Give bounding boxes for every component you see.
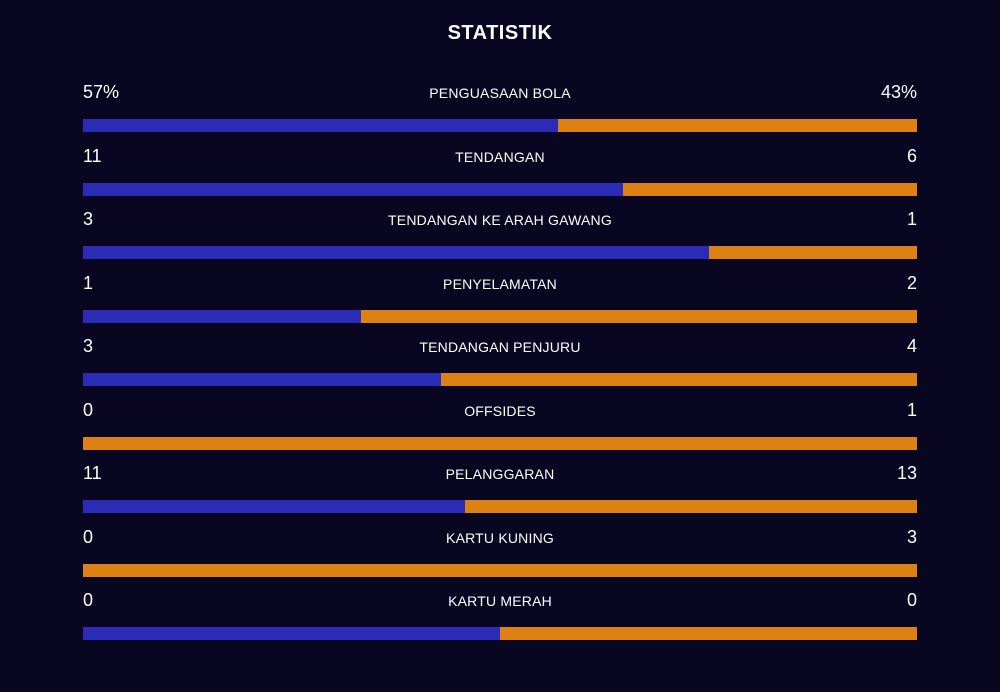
away-value: 4 <box>906 336 917 356</box>
stat-row-saves: 1 PENYELAMATAN 2 <box>83 271 917 335</box>
stat-label: TENDANGAN <box>455 148 545 165</box>
comparison-bar <box>83 436 917 450</box>
home-bar-segment <box>83 309 361 323</box>
home-value: 57% <box>83 82 120 102</box>
away-bar-segment <box>622 182 917 196</box>
stat-row-red-cards: 0 KARTU MERAH 0 <box>83 588 917 652</box>
home-value: 0 <box>83 526 94 547</box>
comparison-bar <box>83 119 917 132</box>
comparison-bar <box>83 182 917 196</box>
away-value: 0 <box>906 590 917 610</box>
home-bar-segment <box>83 373 441 386</box>
home-value: 3 <box>83 336 94 356</box>
home-value: 0 <box>83 590 94 610</box>
home-value: 1 <box>83 272 94 293</box>
away-bar-segment <box>360 309 917 323</box>
home-bar-segment <box>83 627 500 640</box>
stat-row-shots: 11 TENDANGAN 6 <box>83 144 917 208</box>
away-bar-segment <box>83 563 917 577</box>
away-bar-segment <box>708 246 917 259</box>
away-value: 43% <box>880 82 917 102</box>
away-value: 3 <box>906 526 917 547</box>
comparison-bar <box>83 627 917 640</box>
away-value: 1 <box>906 209 917 229</box>
stat-label: PENGUASAAN BOLA <box>429 85 571 101</box>
away-bar-segment <box>558 119 917 132</box>
home-value: 0 <box>83 399 94 420</box>
statistics-title: STATISTIK <box>447 22 553 44</box>
home-bar-segment <box>83 246 709 259</box>
home-bar-segment <box>83 500 465 513</box>
away-value: 2 <box>906 272 917 293</box>
comparison-bar <box>83 563 917 577</box>
stat-row-possession: 57% PENGUASAAN BOLA 43% <box>83 80 917 144</box>
stat-row-fouls: 11 PELANGGARAN 13 <box>83 461 917 525</box>
stat-row-offsides: 0 OFFSIDES 1 <box>83 398 917 462</box>
home-value: 3 <box>83 209 94 229</box>
stats-list: 57% PENGUASAAN BOLA 43% 11 TENDANGAN 6 3… <box>83 80 917 652</box>
stat-label: TENDANGAN PENJURU <box>419 339 581 355</box>
comparison-bar <box>83 500 917 513</box>
stat-label: PELANGGARAN <box>445 466 555 482</box>
home-value: 11 <box>83 145 102 166</box>
stat-label: PENYELAMATAN <box>443 275 557 292</box>
away-bar-segment <box>500 627 917 640</box>
stat-label: TENDANGAN KE ARAH GAWANG <box>388 212 612 228</box>
stat-label: KARTU KUNING <box>446 529 554 546</box>
away-bar-segment <box>440 373 917 386</box>
comparison-bar <box>83 373 917 386</box>
away-value: 13 <box>896 463 917 483</box>
stat-row-corners: 3 TENDANGAN PENJURU 4 <box>83 334 917 398</box>
home-bar-segment <box>83 119 559 132</box>
away-value: 1 <box>906 399 917 420</box>
away-bar-segment <box>83 436 917 450</box>
comparison-bar <box>83 309 917 323</box>
away-bar-segment <box>464 500 917 513</box>
stat-label: OFFSIDES <box>464 402 536 419</box>
stat-row-shots-on-target: 3 TENDANGAN KE ARAH GAWANG 1 <box>83 207 917 271</box>
stat-row-yellow-cards: 0 KARTU KUNING 3 <box>83 525 917 589</box>
away-value: 6 <box>906 145 917 166</box>
home-bar-segment <box>83 182 623 196</box>
home-value: 11 <box>83 463 102 483</box>
stat-label: KARTU MERAH <box>448 593 552 609</box>
comparison-bar <box>83 246 917 259</box>
